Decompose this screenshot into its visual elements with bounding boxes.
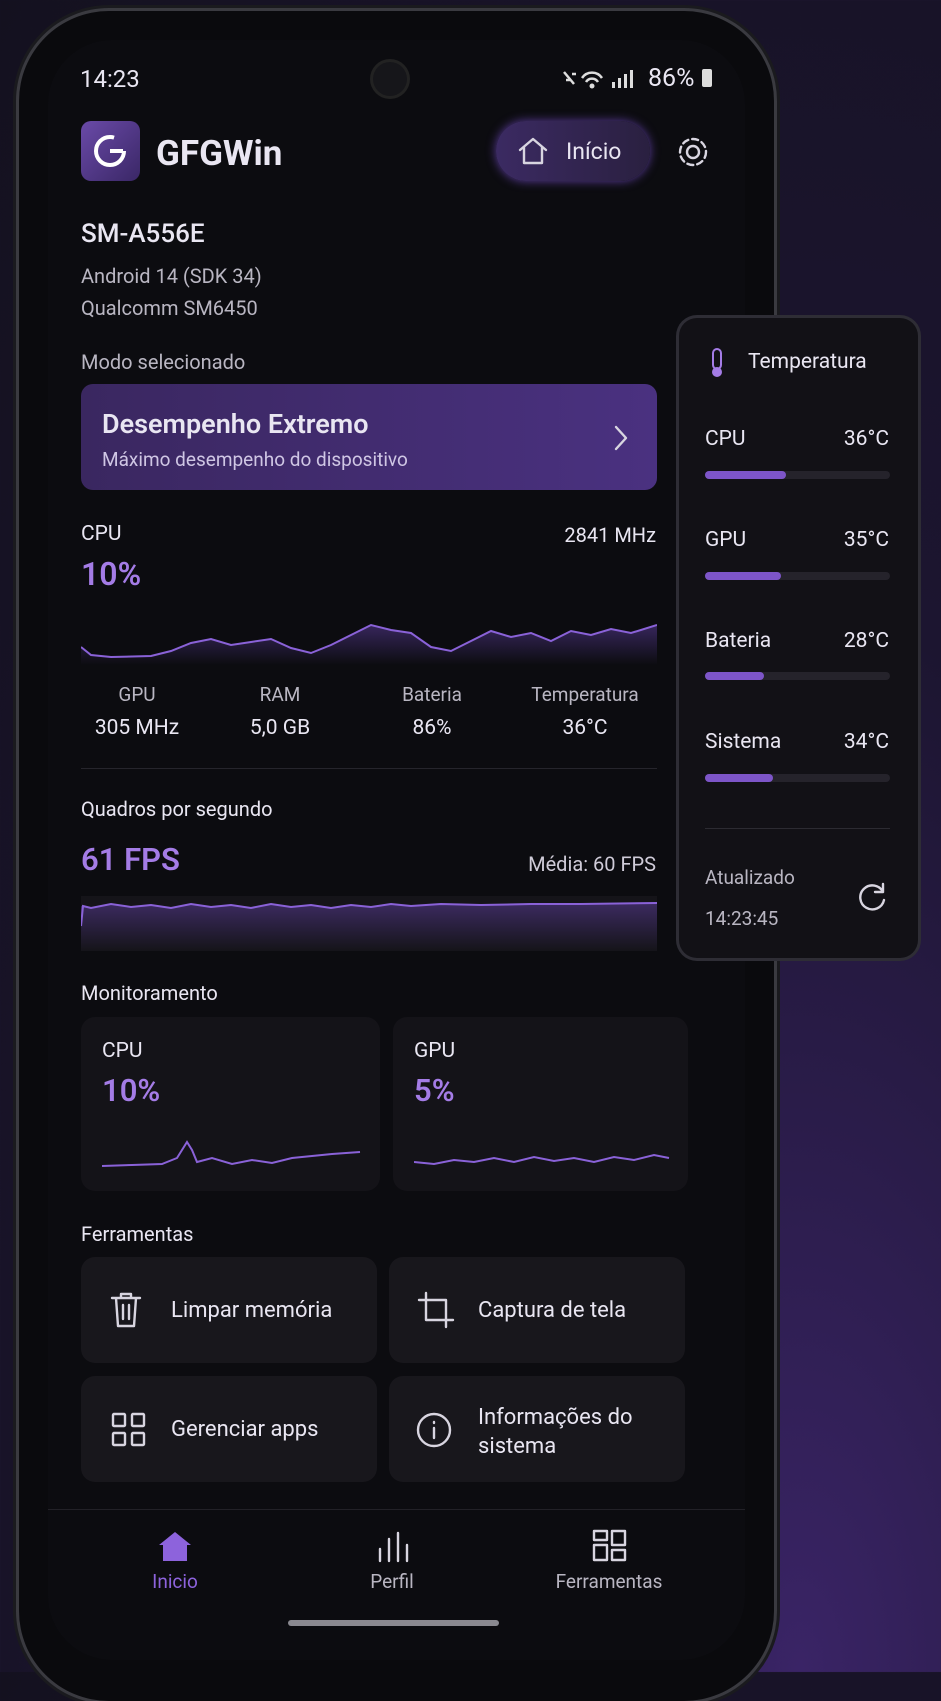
cpu-sparkline xyxy=(81,623,657,665)
settings-button[interactable] xyxy=(675,134,711,170)
stat-label: Temperatura xyxy=(531,683,639,706)
tool-label: Captura de tela xyxy=(478,1298,627,1323)
temp-value: 35°C xyxy=(843,528,889,552)
cpu-label: CPU xyxy=(81,522,122,546)
tool-label: Gerenciar apps xyxy=(171,1417,319,1442)
monitor-value: 5% xyxy=(414,1072,455,1109)
stat-value: 5,0 GB xyxy=(249,716,311,740)
camera xyxy=(373,62,407,96)
monitor-card: GPU 5% xyxy=(393,1017,688,1191)
device-model: SM-A556E xyxy=(81,219,205,249)
temp-value: 28°C xyxy=(843,629,889,653)
temp-bar xyxy=(705,471,786,479)
temp-bar-track xyxy=(705,672,890,680)
temperature-panel: Temperatura CPU 36°C GPU 35°C Bateria 28… xyxy=(679,318,918,958)
cpu-usage: 10% xyxy=(81,555,142,593)
temp-bar-track xyxy=(705,572,890,580)
status-icons xyxy=(563,70,633,89)
cpu-frequency: 2841 MHz xyxy=(564,523,656,547)
tool-button[interactable]: Gerenciar apps xyxy=(81,1376,377,1482)
nav-item[interactable]: Ferramentas xyxy=(539,1525,679,1605)
monitoring-title: Monitoramento xyxy=(81,981,218,1005)
fps-current: 61 FPS xyxy=(81,841,180,878)
monitor-value: 10% xyxy=(102,1072,161,1109)
nav-divider xyxy=(48,1509,745,1510)
battery-icon xyxy=(702,69,712,87)
panel-divider xyxy=(705,828,890,829)
nav-item[interactable]: Perfil xyxy=(332,1525,452,1605)
temp-bar xyxy=(705,774,773,782)
stat-value: 86% xyxy=(412,716,452,740)
battery-level: 86% xyxy=(648,64,695,93)
fps-average: Média: 60 FPS xyxy=(528,852,656,876)
updated-time: 14:23:45 xyxy=(705,907,779,930)
temp-bar xyxy=(705,572,781,580)
mode-label: Modo selecionado xyxy=(81,350,246,374)
monitor-card: CPU 10% xyxy=(81,1017,380,1191)
temp-label: Sistema xyxy=(705,730,782,754)
temp-label: CPU xyxy=(705,427,746,451)
app-name: GFGWin xyxy=(156,133,283,174)
status-time: 14:23 xyxy=(80,65,140,93)
temp-label: GPU xyxy=(705,528,747,552)
stat-label: GPU xyxy=(118,683,156,706)
refresh-button[interactable] xyxy=(855,880,889,914)
home-button[interactable]: Início xyxy=(496,121,650,181)
stats-row: GPU 305 MHz RAM 5,0 GB Bateria 86% Tempe… xyxy=(81,680,657,750)
tool-button[interactable]: Limpar memória xyxy=(81,1257,377,1363)
tool-button[interactable]: Informações do sistema xyxy=(389,1376,685,1482)
android-version: Android 14 (SDK 34) xyxy=(81,264,262,288)
nav-label: Perfil xyxy=(370,1570,414,1593)
tool-button[interactable]: Captura de tela xyxy=(389,1257,685,1363)
temp-bar xyxy=(705,672,764,680)
stat-value: 305 MHz xyxy=(94,716,180,740)
stat-label: Bateria xyxy=(402,683,462,706)
temp-bar-track xyxy=(705,471,890,479)
home-indicator xyxy=(288,1620,499,1626)
mode-subtitle: Máximo desempenho do dispositivo xyxy=(102,448,408,471)
nav-label: Inicio xyxy=(152,1570,198,1593)
tool-label: Informações do sistema xyxy=(478,1405,633,1459)
tool-label: Limpar memória xyxy=(171,1298,333,1323)
temp-value: 34°C xyxy=(843,730,889,754)
stat-value: 36°C xyxy=(562,716,608,740)
monitor-label: CPU xyxy=(102,1039,143,1063)
temp-value: 36°C xyxy=(843,427,889,451)
divider xyxy=(81,768,657,769)
chipset: Qualcomm SM6450 xyxy=(81,296,258,320)
monitor-label: GPU xyxy=(414,1039,456,1063)
mode-title: Desempenho Extremo xyxy=(102,408,369,440)
mode-card[interactable]: Desempenho Extremo Máximo desempenho do … xyxy=(81,384,657,490)
stat-label: RAM xyxy=(259,683,301,706)
fps-sparkline xyxy=(81,896,657,951)
updated-label: Atualizado xyxy=(705,866,795,889)
nav-label: Ferramentas xyxy=(555,1570,663,1593)
app-logo xyxy=(81,121,140,181)
nav-item[interactable]: Inicio xyxy=(115,1525,235,1605)
fps-label: Quadros por segundo xyxy=(81,797,273,821)
tools-title: Ferramentas xyxy=(81,1222,194,1246)
panel-title: Temperatura xyxy=(748,350,867,374)
temp-bar-track xyxy=(705,774,890,782)
home-button-label: Início xyxy=(566,138,622,165)
temp-label: Bateria xyxy=(705,629,772,653)
